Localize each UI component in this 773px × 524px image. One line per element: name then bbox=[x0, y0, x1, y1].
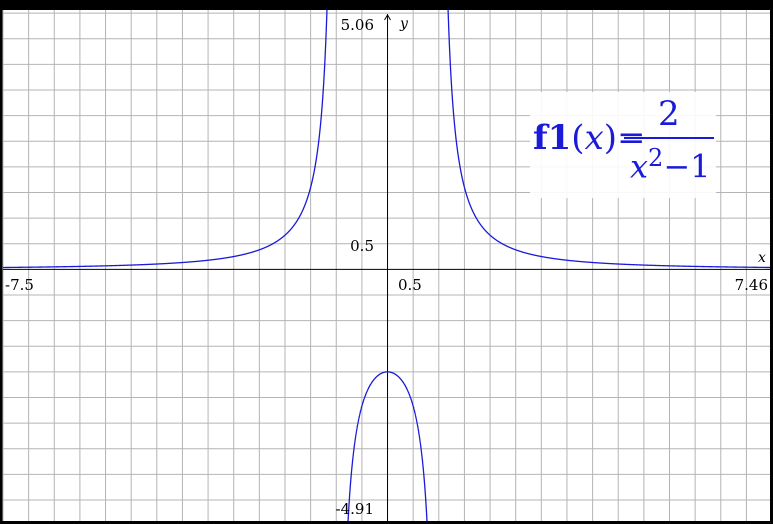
xmax-label: 7.46 bbox=[735, 276, 768, 294]
ymax-label: 5.06 bbox=[341, 16, 374, 34]
yscale-label: 0.5 bbox=[350, 237, 374, 255]
curve-f1-branch-3 bbox=[447, 9, 770, 269]
fraction-bar bbox=[624, 137, 714, 139]
y-axis-label: y bbox=[399, 16, 409, 32]
curve-f1-branch-2 bbox=[347, 371, 428, 522]
x-axis-label: x bbox=[758, 250, 766, 266]
xmin-label: -7.5 bbox=[5, 276, 34, 294]
curve-f1-branch-1 bbox=[3, 9, 328, 269]
y-axis-arrow bbox=[384, 14, 391, 21]
xscale-label: 0.5 bbox=[398, 276, 422, 294]
ymin-label: -4.91 bbox=[336, 500, 374, 518]
denominator: x2−1 bbox=[630, 144, 711, 186]
axes bbox=[3, 14, 770, 521]
curves bbox=[3, 9, 770, 522]
function-label[interactable]: f1(x)= 2 x2−1 bbox=[530, 92, 716, 198]
numerator: 2 bbox=[658, 94, 680, 134]
